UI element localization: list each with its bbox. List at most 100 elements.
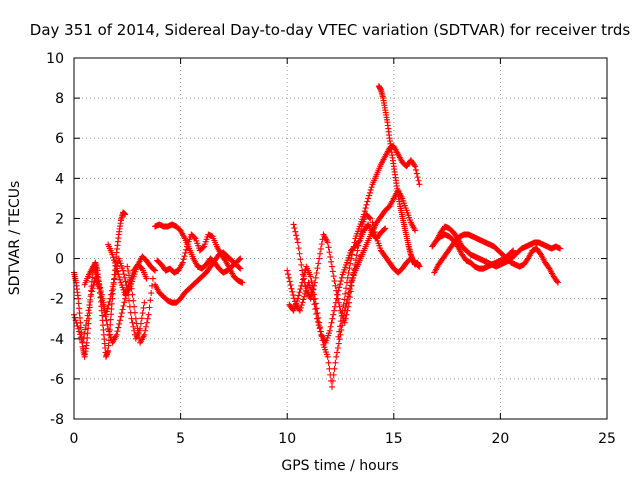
data-point bbox=[372, 232, 379, 239]
series-arc17 bbox=[429, 231, 517, 272]
data-point bbox=[554, 279, 561, 286]
data-point bbox=[292, 228, 299, 235]
y-tick-label: 10 bbox=[46, 51, 64, 67]
data-point bbox=[326, 249, 333, 256]
data-point bbox=[301, 293, 308, 300]
data-point bbox=[108, 287, 115, 294]
data-point bbox=[315, 314, 322, 321]
data-point bbox=[179, 259, 186, 266]
data-point bbox=[82, 326, 89, 333]
data-point bbox=[350, 243, 357, 250]
data-point bbox=[135, 330, 142, 337]
data-point bbox=[149, 275, 156, 282]
data-point bbox=[116, 320, 123, 327]
data-point bbox=[337, 318, 344, 325]
data-point bbox=[332, 359, 339, 366]
y-tick-label: 0 bbox=[55, 252, 64, 268]
data-point bbox=[103, 317, 110, 324]
data-point bbox=[125, 286, 132, 293]
data-point bbox=[333, 287, 340, 294]
data-point bbox=[331, 307, 338, 314]
data-point bbox=[118, 310, 125, 317]
data-point bbox=[509, 248, 516, 255]
data-point bbox=[131, 327, 138, 334]
data-point bbox=[108, 291, 115, 298]
y-tick-label: -2 bbox=[50, 292, 64, 308]
data-point bbox=[334, 349, 341, 356]
data-point bbox=[317, 250, 324, 257]
data-point bbox=[356, 237, 363, 244]
data-point bbox=[86, 302, 93, 309]
data-point bbox=[141, 331, 148, 338]
data-point bbox=[313, 269, 320, 276]
data-point bbox=[71, 314, 78, 321]
data-point bbox=[324, 353, 331, 360]
data-point bbox=[299, 267, 306, 274]
data-point bbox=[299, 299, 306, 306]
data-point bbox=[107, 316, 114, 323]
data-point bbox=[290, 221, 297, 228]
data-point bbox=[327, 323, 334, 330]
data-point bbox=[73, 320, 80, 327]
data-point bbox=[327, 253, 334, 260]
data-point bbox=[111, 275, 118, 282]
y-tick-label: -6 bbox=[50, 372, 64, 388]
data-point bbox=[339, 307, 346, 314]
data-point bbox=[510, 247, 517, 254]
grid bbox=[73, 57, 608, 420]
data-point bbox=[117, 276, 124, 283]
data-point bbox=[79, 339, 86, 346]
y-tick-label: 4 bbox=[55, 171, 64, 187]
data-point bbox=[325, 244, 332, 251]
data-point bbox=[119, 306, 126, 313]
data-point bbox=[296, 289, 303, 296]
data-point bbox=[330, 311, 337, 318]
data-point bbox=[76, 328, 83, 335]
data-point bbox=[554, 278, 561, 285]
data-point bbox=[138, 315, 145, 322]
data-point bbox=[336, 284, 343, 291]
data-point bbox=[337, 278, 344, 285]
data-point bbox=[295, 292, 302, 299]
series-arc18 bbox=[431, 231, 561, 286]
data-point bbox=[88, 291, 95, 298]
data-point bbox=[289, 288, 296, 295]
data-point bbox=[110, 254, 117, 261]
data-point bbox=[310, 286, 317, 293]
data-point bbox=[348, 255, 355, 262]
series-arc8 bbox=[154, 231, 246, 286]
data-point bbox=[317, 328, 324, 335]
data-point bbox=[284, 267, 291, 274]
data-point bbox=[191, 234, 198, 241]
data-point bbox=[355, 242, 362, 249]
data-point bbox=[336, 328, 343, 335]
data-point bbox=[132, 315, 139, 322]
data-point bbox=[293, 232, 300, 239]
data-point bbox=[147, 297, 154, 304]
data-point bbox=[349, 247, 356, 254]
data-point bbox=[370, 222, 377, 229]
data-point bbox=[369, 219, 376, 226]
data-point bbox=[335, 340, 342, 347]
data-point bbox=[317, 324, 324, 331]
data-point bbox=[349, 251, 356, 258]
data-point bbox=[109, 251, 116, 258]
data-point bbox=[328, 263, 335, 270]
data-point bbox=[330, 371, 337, 378]
data-point bbox=[297, 304, 304, 311]
data-point bbox=[307, 295, 314, 302]
data-point bbox=[120, 271, 127, 278]
data-point bbox=[182, 249, 189, 256]
data-point bbox=[100, 299, 107, 306]
data-point bbox=[103, 308, 110, 315]
data-point bbox=[237, 255, 244, 262]
y-tick-label: 2 bbox=[55, 211, 64, 227]
data-point bbox=[126, 272, 133, 279]
data-point bbox=[120, 302, 127, 309]
data-point bbox=[117, 313, 124, 320]
data-point bbox=[102, 311, 109, 318]
data-point bbox=[111, 257, 118, 264]
data-point bbox=[294, 239, 301, 246]
data-point bbox=[99, 295, 106, 302]
data-point bbox=[87, 296, 94, 303]
